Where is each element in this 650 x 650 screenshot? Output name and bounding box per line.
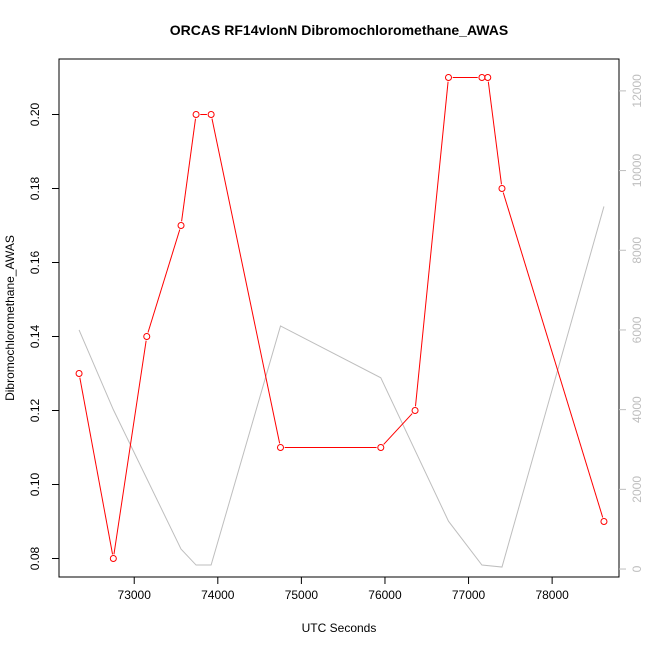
y-tick-label: 0.08	[28, 546, 42, 570]
x-tick-label: 78000	[535, 588, 569, 602]
series-line-segment	[414, 81, 449, 407]
series-line-segment	[383, 413, 413, 445]
data-point-marker	[109, 555, 117, 562]
series-line-segment	[181, 118, 197, 222]
data-point-marker	[75, 370, 83, 377]
plot-frame	[58, 58, 620, 578]
x-axis-label: UTC Seconds	[302, 621, 377, 635]
y2-tick-label: 0	[630, 565, 644, 572]
series-line-segment	[211, 118, 281, 444]
x-axis: 73000 74000 75000 76000 77000 78000	[118, 577, 569, 602]
data-point-marker	[478, 74, 486, 81]
x-tick-label: 74000	[201, 588, 235, 602]
data-point-marker	[484, 74, 492, 81]
data-point-marker	[411, 407, 419, 414]
data-point-marker	[444, 74, 452, 81]
data-point-marker	[143, 333, 151, 340]
y2-tick-label: 4000	[630, 396, 644, 423]
y-tick-label: 0.12	[28, 398, 42, 422]
y-tick-label: 0.16	[28, 250, 42, 274]
y-tick-label: 0.18	[28, 176, 42, 200]
data-point-marker	[600, 518, 608, 525]
series-line-segment	[487, 81, 502, 185]
y2-tick-label: 8000	[630, 237, 644, 264]
data-point-marker	[276, 444, 284, 451]
data-point-marker	[192, 111, 200, 118]
y2-tick-label: 2000	[630, 476, 644, 503]
series-line-segment	[502, 192, 604, 518]
x-tick-label: 76000	[368, 588, 402, 602]
y-axis-label: Dibromochloromethane_AWAS	[3, 235, 17, 401]
series-line-segment	[147, 229, 181, 333]
chart-title: ORCAS RF14vlonN Dibromochloromethane_AWA…	[170, 22, 508, 38]
x-tick-label: 75000	[285, 588, 319, 602]
data-point-marker	[177, 222, 185, 229]
data-point-marker	[207, 111, 215, 118]
y-tick-label: 0.20	[28, 102, 42, 126]
y2-tick-label: 12000	[630, 74, 644, 108]
y-axis-left: 0.08 0.10 0.12 0.14 0.16 0.18 0.20	[28, 102, 59, 570]
y2-tick-label: 10000	[630, 154, 644, 188]
data-point-marker	[498, 185, 506, 192]
series-line-right-axis	[78, 206, 605, 568]
series-line-segment	[79, 377, 114, 555]
y-axis-right: 0 2000 4000 6000 8000 10000 12000	[619, 74, 644, 572]
y-tick-label: 0.14	[28, 324, 42, 348]
series-layer	[75, 74, 608, 568]
y2-tick-label: 6000	[630, 316, 644, 343]
x-tick-label: 77000	[452, 588, 486, 602]
x-tick-label: 73000	[118, 588, 152, 602]
data-point-marker	[377, 444, 385, 451]
y-tick-label: 0.10	[28, 472, 42, 496]
series-line-segment	[113, 340, 147, 555]
